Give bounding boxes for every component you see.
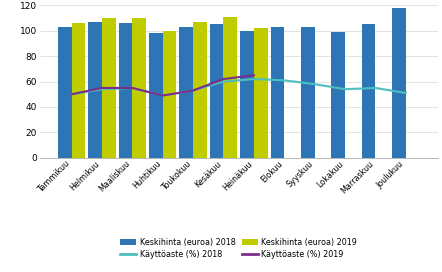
Bar [88, 22, 102, 158]
Bar [254, 28, 267, 158]
Bar [224, 17, 237, 158]
Bar [72, 23, 85, 158]
Bar [102, 18, 116, 158]
Bar [149, 33, 163, 158]
Bar [210, 24, 224, 158]
Bar [193, 22, 207, 158]
Bar [392, 8, 406, 158]
Legend: Keskihinta (euroa) 2018, Käyttöaste (%) 2018, Keskihinta (euroa) 2019, Käyttöast: Keskihinta (euroa) 2018, Käyttöaste (%) … [117, 235, 360, 262]
Bar [163, 31, 176, 158]
Bar [362, 24, 375, 158]
Bar [118, 23, 132, 158]
Bar [271, 27, 284, 158]
Bar [132, 18, 146, 158]
Bar [240, 31, 254, 158]
Bar [179, 27, 193, 158]
Bar [301, 27, 315, 158]
Bar [332, 32, 345, 158]
Bar [58, 27, 72, 158]
